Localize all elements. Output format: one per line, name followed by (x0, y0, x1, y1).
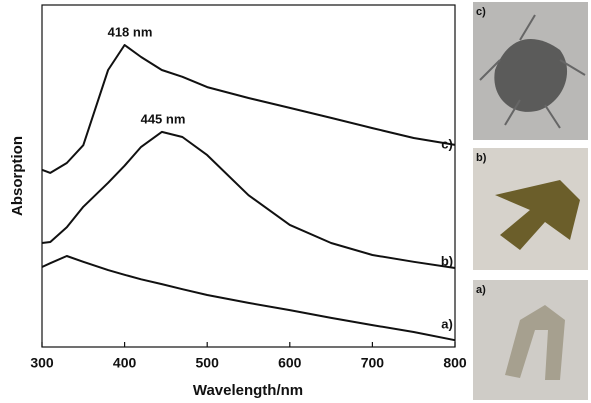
photo-object (494, 38, 568, 112)
photo-fibers (479, 14, 586, 129)
photo-a (473, 280, 588, 400)
photo-b (473, 148, 588, 270)
photo-label: c) (476, 6, 486, 18)
x-axis-label: Wavelength/nm (193, 382, 303, 399)
x-tick-label: 400 (113, 355, 137, 371)
photo-c (473, 2, 588, 140)
annotation: 445 nm (141, 111, 186, 126)
photo-label: a) (476, 284, 486, 296)
photo-object (495, 180, 580, 250)
annotation: 418 nm (108, 24, 153, 39)
x-tick-label: 700 (361, 355, 385, 371)
series-label: c) (441, 136, 453, 151)
y-axis-label: Absorption (9, 136, 26, 216)
series-label: b) (441, 253, 453, 268)
x-tick-label: 300 (30, 355, 54, 371)
series-label: a) (441, 316, 453, 331)
plot-frame (41, 4, 456, 348)
x-tick-label: 600 (278, 355, 302, 371)
series-line (41, 44, 456, 174)
x-tick-label: 800 (443, 355, 467, 371)
series-line (41, 130, 456, 269)
series-line (41, 255, 456, 342)
x-tick-label: 500 (196, 355, 220, 371)
photo-object (505, 305, 565, 380)
photo-label: b) (476, 152, 487, 164)
